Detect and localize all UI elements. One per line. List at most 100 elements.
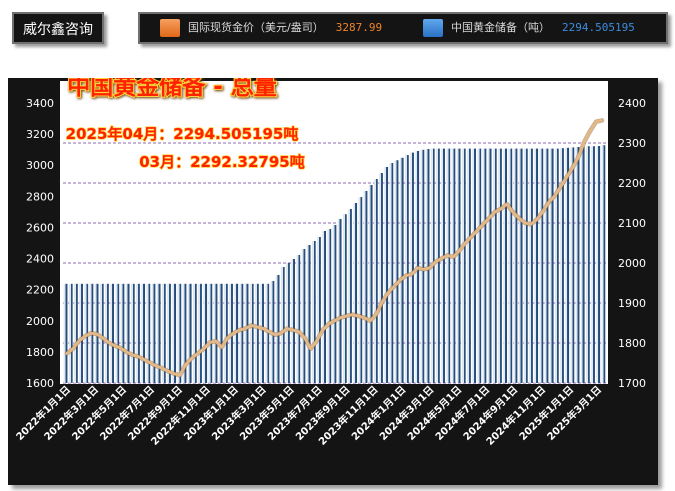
reserve-bar	[311, 241, 316, 383]
reserve-bar	[337, 219, 342, 383]
reserve-bar	[503, 148, 508, 383]
reserve-bar	[306, 245, 311, 383]
y-left-tick-label: 2000	[26, 315, 54, 328]
reserve-bar	[436, 148, 440, 383]
reserve-bar	[565, 147, 570, 383]
reserve-bar	[534, 148, 539, 383]
y-right-tick-label: 1700	[618, 377, 646, 390]
reserve-bar	[575, 147, 580, 383]
reserve-bar	[177, 283, 182, 383]
y-left-tick-label: 2400	[26, 253, 54, 266]
chart-annotation-march: 03月：2292.32795吨	[139, 153, 305, 171]
reserve-bar	[348, 209, 352, 383]
chart-legend: 国际现货金价（美元/盎司） 3287.99 中国黄金储备（吨） 2294.50519…	[138, 12, 668, 44]
reserve-bar	[239, 283, 244, 383]
legend-value-gold-reserve: 2294.505195	[562, 21, 635, 34]
reserve-bar	[368, 185, 373, 383]
legend-item-gold-reserve[interactable]: 中国黄金储备（吨） 2294.505195	[423, 14, 635, 42]
reserve-bar	[213, 283, 218, 383]
reserve-bar	[110, 283, 114, 383]
reserve-bar	[425, 149, 430, 383]
reserve-bar	[508, 148, 513, 383]
reserve-bar	[156, 283, 161, 383]
reserve-bar	[224, 283, 228, 383]
reserve-bar	[498, 148, 502, 383]
legend-label-gold-price: 国际现货金价（美元/盎司）	[188, 21, 324, 34]
y-right-tick-label: 2100	[618, 217, 646, 230]
reserve-bar	[389, 163, 394, 383]
reserve-bar	[63, 283, 68, 383]
reserve-bar	[544, 148, 549, 383]
reserve-bar	[255, 283, 259, 383]
reserve-bar	[322, 231, 327, 383]
chart-title: 中国黄金储备 - 总量	[67, 78, 277, 100]
reserve-bar	[182, 283, 187, 383]
reserve-bar	[280, 267, 285, 383]
gold-reserve-swatch-icon	[423, 19, 443, 37]
legend-value-gold-price: 3287.99	[335, 21, 383, 34]
reserve-bar	[487, 148, 492, 383]
reserve-bar	[74, 283, 78, 383]
chart-annotation-april: 2025年04月：2294.505195吨	[66, 125, 299, 143]
reserve-bar	[353, 203, 358, 383]
reserve-bar	[601, 145, 606, 383]
reserve-bar	[441, 148, 445, 383]
reserve-bar	[410, 152, 414, 383]
reserve-bar	[130, 283, 135, 383]
reserve-bar	[105, 283, 109, 383]
reserve-bar	[291, 259, 295, 383]
y-left-tick-label: 3400	[26, 97, 54, 110]
reserve-bar	[120, 283, 125, 383]
reserve-bar	[203, 283, 208, 383]
reserve-bar	[472, 148, 476, 383]
y-left-tick-label: 3200	[26, 128, 54, 141]
y-left-tick-label: 2600	[26, 221, 54, 234]
reserve-bar	[482, 148, 487, 383]
reserve-bar	[451, 148, 456, 383]
y-left-tick-label: 2800	[26, 190, 54, 203]
reserve-bar	[363, 191, 368, 383]
reserve-bar	[379, 173, 383, 383]
y-left-tick-label: 1800	[26, 346, 54, 359]
brand-name: 威尔鑫咨询	[23, 22, 93, 38]
y-left-tick-label: 3000	[26, 159, 54, 172]
reserve-bar	[244, 283, 249, 383]
reserve-bar	[198, 283, 202, 383]
reserve-bar	[296, 255, 301, 383]
reserve-bar	[249, 283, 254, 383]
reserve-bar	[79, 283, 83, 383]
reserve-bar	[342, 214, 347, 383]
legend-label-gold-reserve: 中国黄金储备（吨）	[451, 21, 550, 34]
reserve-bar	[456, 148, 461, 383]
reserve-bar	[286, 263, 290, 383]
reserve-bar	[477, 148, 482, 383]
chart-frame: 1600 1800 2000 2200 2400 2600 2800 3000 3200 3400…	[8, 78, 658, 485]
y-right-tick-label: 2000	[618, 257, 646, 270]
reserve-bar	[260, 283, 264, 383]
y-right-tick-label: 2200	[618, 177, 646, 190]
reserve-bar	[586, 146, 590, 383]
gold-price-swatch-icon	[160, 19, 180, 37]
chart-plot: 1600 1800 2000 2200 2400 2600 2800 3000 3200 3400…	[13, 78, 646, 448]
reserve-bar	[151, 283, 156, 383]
reserve-bar	[596, 146, 601, 383]
reserve-bar	[161, 283, 166, 383]
reserve-bar	[218, 283, 223, 383]
reserve-bar	[399, 157, 404, 383]
reserve-bar	[580, 146, 585, 383]
reserve-bar	[549, 148, 554, 383]
reserve-bar	[317, 237, 321, 383]
reserve-bar	[420, 149, 425, 383]
reserve-bar	[172, 283, 177, 383]
reserve-bar	[560, 148, 564, 383]
reserve-bar	[358, 197, 363, 383]
reserve-bar	[570, 147, 575, 383]
reserve-bar	[539, 148, 544, 383]
y-right-tick-label: 2300	[618, 137, 646, 150]
reserve-bar	[446, 148, 451, 383]
reserve-bar	[384, 167, 389, 383]
reserve-bar	[405, 155, 409, 383]
reserve-bar	[374, 179, 378, 383]
reserve-bar	[523, 148, 528, 383]
legend-item-gold-price[interactable]: 国际现货金价（美元/盎司） 3287.99	[160, 14, 382, 42]
